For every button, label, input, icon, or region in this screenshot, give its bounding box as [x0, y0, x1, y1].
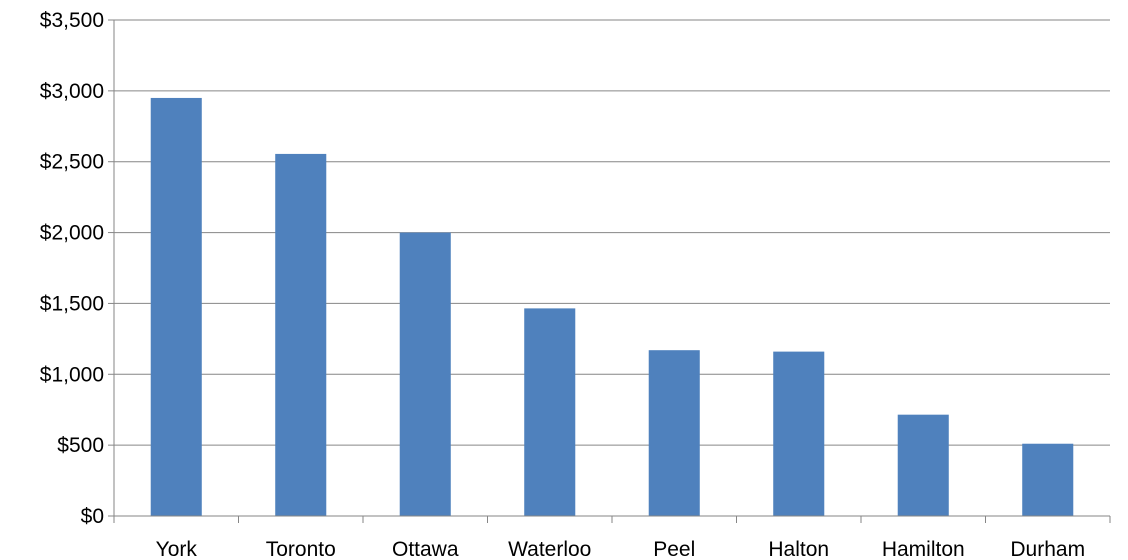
y-tick-label: $2,500: [40, 151, 104, 174]
bar-peel: [648, 350, 700, 516]
bar-hamilton: [897, 414, 949, 516]
bar-halton: [773, 351, 825, 516]
x-category-label: Waterloo: [508, 538, 591, 560]
x-category-labels: York Toronto Ottawa Waterloo Peel Halton Hamil…: [156, 538, 1085, 560]
y-tick-labels: $0 $500 $1,000 $1,500 $2,000 $2,500 $3,000 $3,5…: [40, 9, 104, 528]
y-tick-label: $500: [57, 434, 104, 457]
bar-durham: [1022, 443, 1074, 516]
bar-waterloo: [524, 308, 576, 516]
x-category-label: Hamilton: [882, 538, 965, 560]
bars: [150, 97, 1074, 517]
x-category-label: Ottawa: [392, 538, 459, 560]
bar-york: [150, 97, 202, 516]
x-category-label: Toronto: [266, 538, 336, 560]
x-category-label: Durham: [1010, 538, 1085, 560]
x-category-label: York: [156, 538, 198, 560]
y-tick-label: $3,500: [40, 9, 104, 32]
y-tick-label: $0: [81, 505, 104, 528]
y-tick-label: $1,000: [40, 363, 104, 386]
x-category-label: Peel: [653, 538, 695, 560]
gridlines: [114, 19, 1110, 446]
x-category-label: Halton: [768, 538, 829, 560]
bar-toronto: [275, 153, 327, 517]
axes: [108, 19, 1111, 523]
y-tick-label: $3,000: [40, 80, 104, 103]
bar-ottawa: [399, 232, 451, 517]
y-tick-label: $1,500: [40, 292, 104, 315]
y-tick-label: $2,000: [40, 222, 104, 245]
